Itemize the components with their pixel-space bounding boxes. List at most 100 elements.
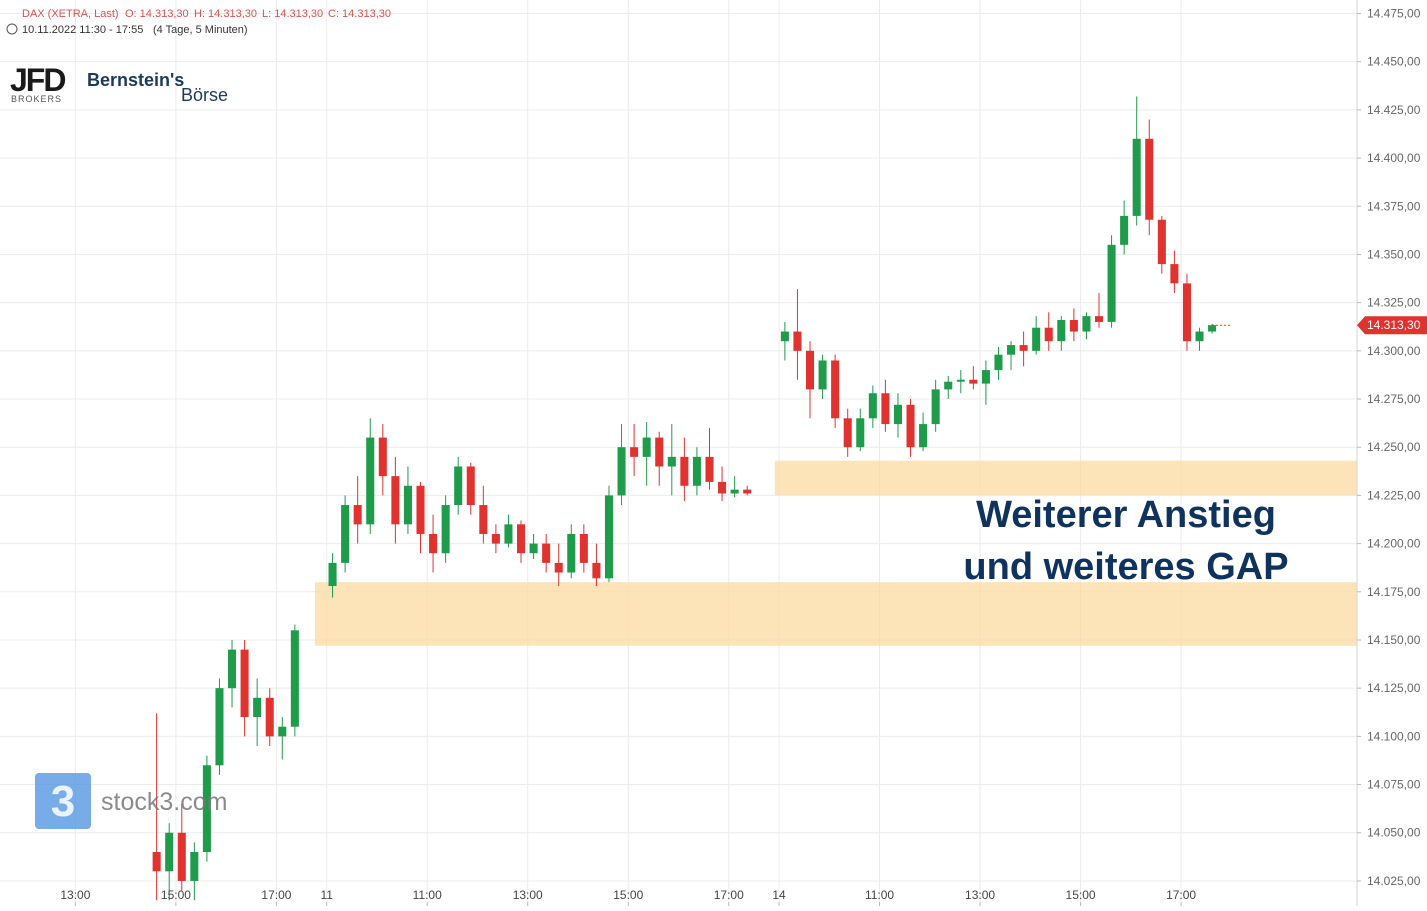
candle-body: [1032, 327, 1041, 351]
candle-body: [831, 360, 840, 419]
candle-body: [705, 456, 714, 482]
candle-body: [592, 562, 601, 579]
gap-zone: [314, 582, 1358, 646]
x-tick-label: 17:00: [261, 888, 291, 902]
candle-body: [1195, 331, 1204, 342]
candles: [152, 96, 1217, 901]
candle-body: [378, 437, 387, 477]
x-tick-label: 13:00: [513, 888, 543, 902]
candle-body: [579, 533, 588, 563]
candle-body: [944, 381, 953, 390]
partner-sub: Börse: [181, 85, 228, 105]
candle-body: [228, 649, 237, 689]
candle-body: [630, 447, 639, 457]
candle-body: [491, 533, 500, 544]
ohlc-open: O: 14.313,30: [125, 8, 189, 20]
x-tick-label: 11:00: [413, 888, 442, 902]
candle-body: [906, 404, 915, 448]
candle-body: [152, 852, 161, 872]
y-tick-label: 14.025,00: [1367, 874, 1421, 888]
partner-logo: Bernstein's: [87, 70, 184, 90]
candle-body: [868, 393, 877, 419]
candle-body: [1057, 319, 1066, 342]
candle-body: [1107, 244, 1116, 322]
y-tick-label: 14.275,00: [1367, 392, 1421, 406]
y-tick-label: 14.225,00: [1367, 488, 1421, 502]
candle-body: [655, 437, 664, 467]
candle-body: [617, 447, 626, 496]
candle-body: [893, 404, 902, 425]
y-tick-label: 14.475,00: [1367, 6, 1421, 20]
candle-body: [454, 466, 463, 506]
candle-body: [441, 505, 450, 554]
candle-body: [1170, 264, 1179, 284]
candle-body: [981, 370, 990, 384]
gap-zone: [774, 460, 1357, 496]
y-tick-label: 14.150,00: [1367, 633, 1421, 647]
y-tick-label: 14.175,00: [1367, 585, 1421, 599]
candle-body: [278, 726, 287, 737]
last-price-tag: [1357, 316, 1427, 335]
candle-body: [931, 389, 940, 425]
candle-body: [1019, 345, 1028, 351]
candle-body: [504, 524, 513, 544]
candle-body: [1208, 325, 1217, 332]
candle-body: [1082, 316, 1091, 332]
watermark: stock3.com: [101, 788, 227, 816]
candle-body: [353, 505, 362, 525]
candle-body: [567, 533, 576, 573]
watermark-icon-glyph: 3: [51, 777, 75, 826]
x-tick-label: 13:00: [965, 888, 995, 902]
candle-body: [956, 379, 965, 382]
candle-body: [780, 331, 789, 342]
candle-body: [692, 456, 701, 486]
candle-body: [416, 485, 425, 534]
candle-body: [517, 524, 526, 554]
x-tick-label: 15:00: [161, 888, 191, 902]
candle-body: [743, 489, 752, 494]
candle-body: [391, 476, 400, 525]
last-price-label: 14.313,30: [1367, 318, 1421, 332]
x-tick-label: 14: [772, 888, 786, 902]
instrument: DAX (XETRA, Last): [22, 8, 119, 20]
ohlc-low: L: 14.313,30: [262, 8, 323, 20]
candle-body: [290, 630, 299, 727]
ohlc-close: C: 14.313,30: [328, 8, 391, 20]
candle-body: [202, 765, 211, 853]
candle-body: [642, 437, 651, 457]
candle-body: [793, 331, 802, 351]
y-tick-label: 14.100,00: [1367, 729, 1421, 743]
x-tick-label: 15:00: [1066, 888, 1096, 902]
candle-body: [969, 379, 978, 384]
x-tick-label: 13:00: [60, 888, 90, 902]
grid: [0, 0, 1357, 906]
candle-body: [919, 424, 928, 448]
candle-body: [265, 697, 274, 737]
candle-body: [328, 562, 337, 587]
clock-icon: [6, 23, 18, 35]
candle-body: [479, 505, 488, 534]
candle-body: [429, 533, 438, 554]
x-tick-label: 11:00: [865, 888, 894, 902]
candle-body: [1157, 219, 1166, 265]
candle-body: [856, 418, 865, 448]
y-tick-label: 14.450,00: [1367, 55, 1421, 69]
date-range: 10.11.2022 11:30 - 17:55: [22, 24, 143, 36]
candle-body: [667, 456, 676, 467]
y-tick-label: 14.300,00: [1367, 344, 1421, 358]
x-tick-label: 17:00: [1166, 888, 1196, 902]
candle-body: [1069, 319, 1078, 332]
axes: 14.025,00 14.050,00 14.075,00 14.100,00 14.1…: [60, 6, 1427, 906]
candle-body: [718, 481, 727, 494]
interval: (4 Tage, 5 Minuten): [153, 24, 248, 36]
candle-body: [529, 543, 538, 554]
watermark-icon: [35, 773, 91, 829]
candle-body: [341, 505, 350, 563]
candle-body: [177, 832, 186, 881]
y-tick-label: 14.400,00: [1367, 151, 1421, 165]
candle-body: [994, 354, 1003, 371]
candle-body: [366, 437, 375, 525]
candle-body: [190, 852, 199, 881]
